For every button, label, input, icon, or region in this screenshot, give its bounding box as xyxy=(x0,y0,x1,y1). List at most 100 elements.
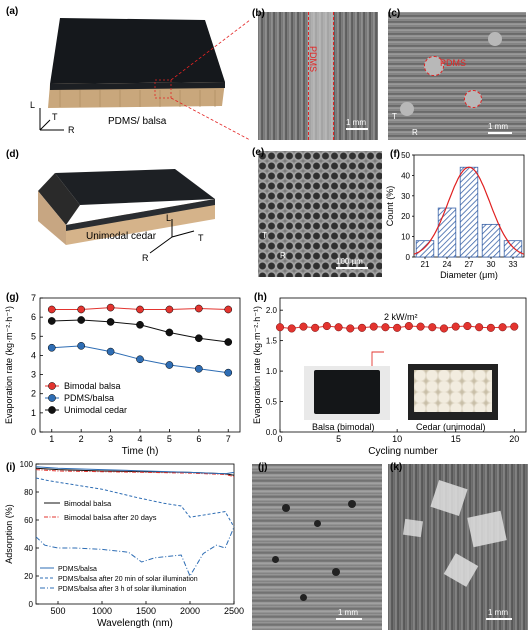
data-point xyxy=(463,321,472,331)
axis-r: R xyxy=(280,251,286,260)
data-point xyxy=(165,361,174,369)
y-tick-label: 2.0 xyxy=(266,306,278,315)
x-tick-label: 30 xyxy=(487,260,496,269)
legend-label: PDMS/balsa xyxy=(58,566,97,573)
y-tick-label: 20 xyxy=(401,212,410,221)
y-axis-label: Count (%) xyxy=(385,186,395,227)
data-point xyxy=(393,323,402,332)
data-point xyxy=(486,323,495,332)
histogram-bar xyxy=(503,240,523,258)
unimodal-cedar-photo xyxy=(38,169,215,254)
data-point xyxy=(322,321,331,331)
scale-label: 1 mm xyxy=(346,118,366,127)
series-line xyxy=(35,469,235,478)
y-tick-label: 0 xyxy=(29,600,34,609)
data-point xyxy=(311,323,320,332)
legend-marker xyxy=(48,394,56,402)
data-point xyxy=(381,323,390,332)
y-tick-label: 6 xyxy=(31,312,36,322)
cycling-chart: 0 5 10 15 20 0.0 0.5 1.0 1.5 2.0 2 kW/m² Cycling nu… xyxy=(252,297,527,457)
y-tick-label: 7 xyxy=(31,293,36,303)
scale-bar xyxy=(486,618,512,620)
y-tick-label: 80 xyxy=(24,488,33,497)
legend-label: PDMS/balsa after 3 h of solar illuminati… xyxy=(58,586,186,593)
y-tick-label: 5 xyxy=(31,331,36,341)
series-line xyxy=(35,526,235,578)
panel-label: (d) xyxy=(6,149,19,160)
y-tick-label: 1.5 xyxy=(266,337,278,346)
panel-h: (h) 0 5 10 15 20 0.0 0.5 1.0 1.5 2.0 2 kW/m² Cyclin… xyxy=(250,288,531,458)
histogram-bar xyxy=(437,207,457,258)
panel-label: (i) xyxy=(6,462,16,473)
axis-l: L xyxy=(30,100,36,110)
data-point xyxy=(194,334,203,343)
x-tick-label: 33 xyxy=(509,260,518,269)
x-tick-label: 27 xyxy=(465,260,474,269)
axis-r: R xyxy=(142,253,149,263)
sem-image-e xyxy=(258,151,382,277)
data-point xyxy=(77,316,86,324)
data-point xyxy=(224,305,233,314)
histogram-bar xyxy=(415,240,435,258)
y-tick-label: 0 xyxy=(31,427,36,437)
data-point xyxy=(106,303,115,312)
scale-label: 1 mm xyxy=(338,608,358,617)
data-point xyxy=(106,347,115,356)
y-tick-label: 3 xyxy=(31,370,36,380)
legend-label: Bimodal balsa xyxy=(64,381,121,391)
axis-t: T xyxy=(262,231,267,240)
axis-t: T xyxy=(52,112,58,122)
legend-marker xyxy=(48,406,56,414)
x-tick-label: 5 xyxy=(336,434,341,444)
scale-bar xyxy=(488,132,512,134)
y-tick-label: 10 xyxy=(401,233,410,242)
x-tick-label: 15 xyxy=(451,434,461,444)
data-point xyxy=(439,324,449,333)
panel-i: (i) 500 1000 1500 2000 2500 0 20 40 60 80 100 Bimod… xyxy=(0,458,250,635)
cedar-photo-caption: Cedar (unimodal) xyxy=(416,422,486,432)
y-tick-label: 40 xyxy=(401,171,410,180)
data-point xyxy=(416,322,425,331)
histogram-chart: 21 24 27 30 33 0 10 20 30 40 50 Diameter (μm) Count … xyxy=(385,151,525,280)
data-point xyxy=(224,368,233,377)
y-axis-label: Adsorption (%) xyxy=(4,504,14,564)
series-line xyxy=(35,466,235,475)
sem-image-c xyxy=(388,12,526,140)
data-point xyxy=(165,305,174,314)
data-point xyxy=(404,321,413,331)
legend-label: Bimodal balsa after 20 days xyxy=(64,513,157,522)
data-point xyxy=(428,323,437,332)
x-tick-label: 21 xyxy=(421,260,430,269)
scale-label: 100 μm xyxy=(336,257,363,266)
series-line xyxy=(35,477,235,528)
y-tick-label: 50 xyxy=(401,151,410,160)
data-point xyxy=(475,323,484,332)
y-tick-label: 30 xyxy=(401,192,410,201)
y-tick-label: 2 xyxy=(31,389,36,399)
y-tick-label: 0.5 xyxy=(266,398,278,407)
x-axis-label: Diameter (μm) xyxy=(440,270,498,280)
sem-image-b xyxy=(258,12,378,140)
x-axis-label: Time (h) xyxy=(122,446,159,457)
y-tick-label: 1 xyxy=(31,408,36,418)
panel-label: (e) xyxy=(252,147,265,158)
y-axis-label: Evaporation rate (kg·m⁻²·h⁻¹) xyxy=(252,306,262,424)
data-point xyxy=(194,304,203,313)
panel-label: (j) xyxy=(258,462,268,473)
legend-label: Bimodal balsa xyxy=(64,499,112,508)
axis-r: R xyxy=(412,128,418,137)
x-tick-label: 2000 xyxy=(180,606,200,616)
axis-l: L xyxy=(166,213,172,223)
pdms-annotation: PDMS xyxy=(308,46,318,73)
data-point xyxy=(334,323,343,332)
data-point xyxy=(47,343,56,352)
panel-a: (a) L T R PDMS/ balsa xyxy=(0,0,250,145)
data-point xyxy=(165,328,174,337)
data-point xyxy=(287,324,296,333)
sem-image-j xyxy=(252,464,382,630)
panel-b: (b) PDMS 1 mm xyxy=(250,6,380,140)
data-point xyxy=(451,322,460,331)
panel-j: (j) 1 mm xyxy=(250,462,384,632)
data-point xyxy=(47,317,56,325)
x-tick-label: 6 xyxy=(196,434,201,444)
